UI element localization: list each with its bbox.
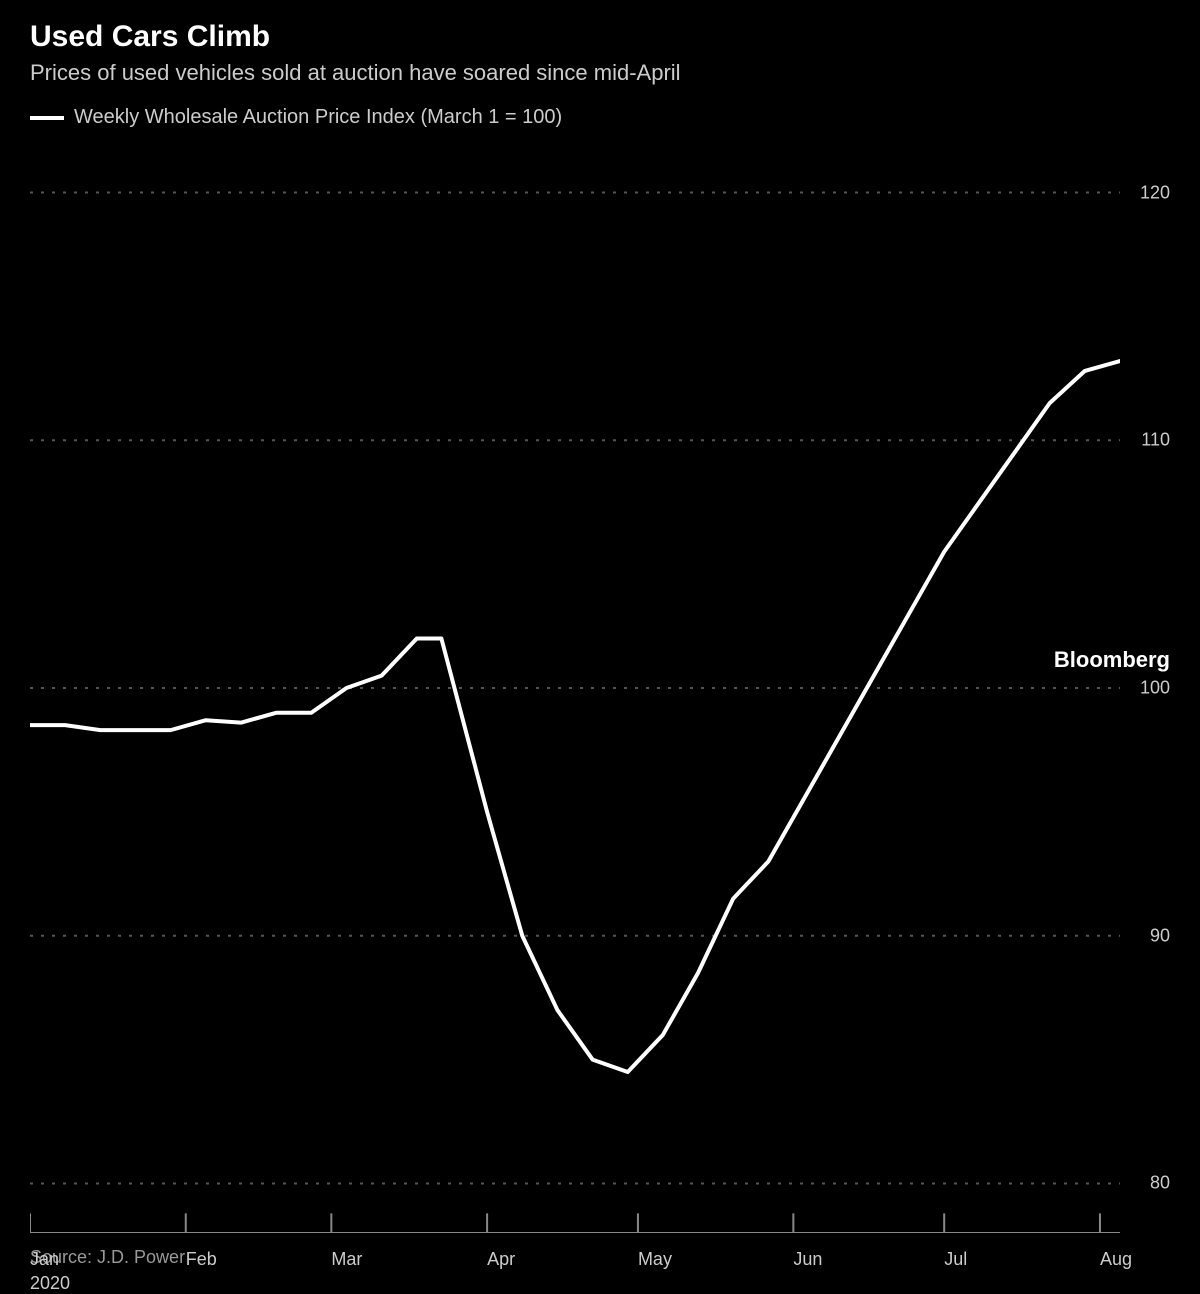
chart-title: Used Cars Climb: [30, 20, 1170, 54]
x-tick-label: Aug: [1100, 1249, 1132, 1270]
plot-area: 8090100110120: [30, 143, 1120, 1233]
chart-container: Used Cars Climb Prices of used vehicles …: [0, 0, 1200, 693]
x-tick-label: Apr: [487, 1249, 515, 1270]
y-tick-label: 90: [1120, 925, 1170, 946]
chart-subtitle: Prices of used vehicles sold at auction …: [30, 60, 1170, 86]
y-axis-labels: 80 90 100 110 120: [1120, 143, 1170, 1233]
x-tick-label: Jan: [30, 1249, 59, 1270]
legend-line-icon: [30, 116, 64, 120]
y-tick-label: 80: [1120, 1173, 1170, 1194]
y-tick-label: 120: [1120, 182, 1170, 203]
x-tick-label: Jun: [793, 1249, 822, 1270]
y-tick-label: 100: [1120, 678, 1170, 699]
y-tick-label: 110: [1120, 430, 1170, 451]
x-tick-sublabel: 2020: [30, 1273, 70, 1294]
x-tick-label: Jul: [944, 1249, 967, 1270]
legend: Weekly Wholesale Auction Price Index (Ma…: [30, 106, 1170, 129]
chart-svg: [30, 143, 1120, 1233]
legend-text: Weekly Wholesale Auction Price Index (Ma…: [74, 106, 562, 129]
x-tick-label: Feb: [186, 1249, 217, 1270]
x-tick-label: Mar: [331, 1249, 362, 1270]
x-tick-label: May: [638, 1249, 672, 1270]
brand-logo: Bloomberg: [1054, 647, 1170, 673]
